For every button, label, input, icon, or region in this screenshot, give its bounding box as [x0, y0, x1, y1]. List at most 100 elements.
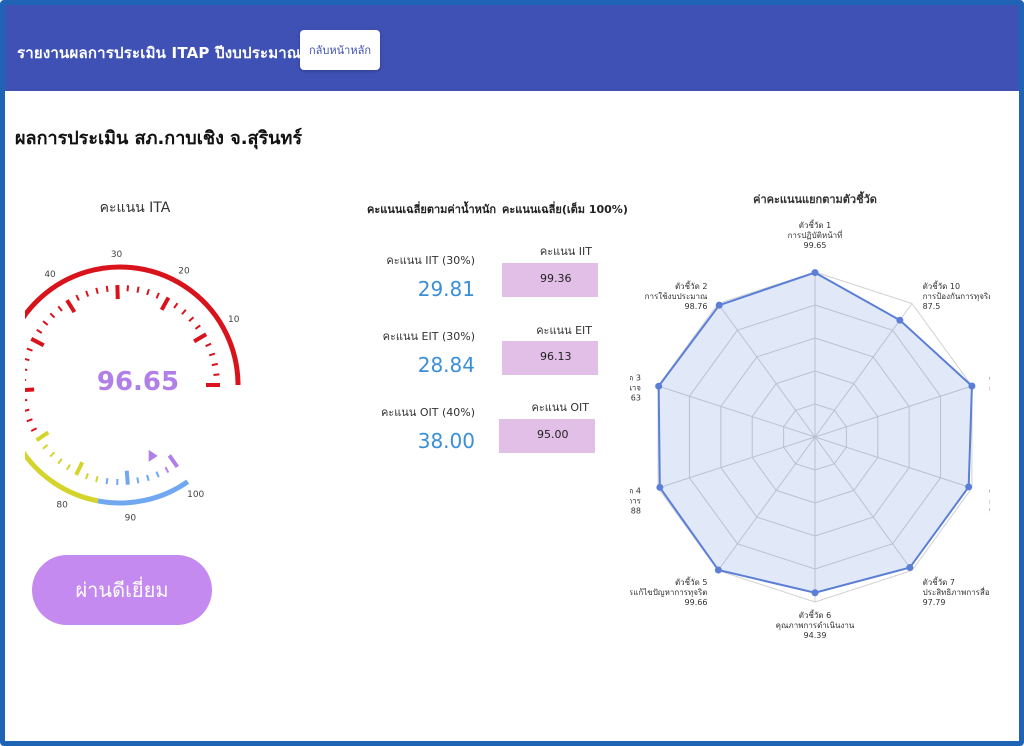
radar-title: ค่าคะแนนแยกตามตัวชี้วัด: [753, 193, 877, 206]
gauge-tick: [155, 471, 160, 478]
radar-axis-label: ตัวชี้วัด 4การใช้ทรัพย์สินของราชการ98.88: [630, 485, 642, 516]
radar-axis-label: ตัวชี้วัด 9การเปิดเผยข้อมูล100: [989, 371, 990, 402]
score-label-eit: คะแนน EIT: [536, 324, 592, 337]
gauge-tick: [146, 474, 150, 482]
radar-chart: ตัวชี้วัด 1 การปฏิบัติหน้าที่ 99.65 ตัวชี้ว…: [630, 219, 990, 640]
gauge-tick-label: 80: [56, 501, 68, 511]
gauge-tick: [49, 451, 56, 458]
gauge-tick: [57, 305, 63, 312]
score-box-iit: 99.36: [502, 263, 598, 297]
gauge-tick: [65, 299, 77, 314]
gauge-tick: [21, 368, 28, 371]
gauge-tick-label: 10: [228, 315, 240, 325]
radar-axis-label: ตัวชี้วัด 10 การป้องกันการทุจริต 87.5: [923, 280, 990, 311]
gauge-tick: [42, 444, 49, 450]
gauge-tick: [193, 332, 208, 344]
gauge-tick: [95, 476, 99, 483]
radar-point: [896, 316, 904, 324]
gauge-tick: [42, 320, 49, 326]
radar-spoke: [814, 385, 973, 438]
radar-spoke: [657, 436, 816, 489]
radar-spoke: [814, 436, 973, 489]
radar-axis-label: ตัวชี้วัด 5การแก้ไขปัญหาการทุจริต99.66: [630, 576, 707, 607]
gauge-tick-label: 40: [44, 270, 56, 280]
radar-spoke: [814, 303, 913, 438]
gauge-tick: [213, 373, 220, 377]
radar-point: [656, 483, 664, 491]
score-label-iit: คะแนน IIT: [539, 245, 592, 258]
gauge-tick: [23, 408, 30, 413]
radar-point: [811, 589, 819, 597]
radar-point: [968, 382, 976, 390]
gauge-tick: [26, 347, 33, 352]
gauge-tick: [21, 398, 28, 402]
radar-point: [714, 566, 722, 574]
result-badge[interactable]: ผ่านดีเยี่ยม: [32, 555, 212, 625]
gauge-tick: [26, 418, 33, 423]
gauge-tick: [105, 478, 109, 485]
weighted-heading: คะแนนเฉลี่ยตามค่าน้ำหนัก: [367, 203, 497, 216]
gauge-tick: [66, 464, 71, 471]
radar-spoke: [814, 436, 913, 571]
weighted-value-iit: 29.81: [417, 277, 475, 301]
scores-heading: คะแนนเฉลี่ย(เต็ม 100%): [502, 203, 628, 216]
gauge-tick: [188, 316, 195, 322]
radar-axis-label: ตัวชี้วัด 8การปรับปรุงระบบการทำงาน97.92: [989, 485, 990, 516]
gauge-arc-yellow: [19, 448, 99, 504]
gauge-tick: [155, 292, 160, 299]
weighted-label-oit: คะแนน OIT (40%): [380, 406, 475, 419]
gauge-tick-label: 30: [111, 250, 123, 260]
gauge-pointer: [148, 449, 158, 462]
radar-spoke: [717, 436, 816, 571]
gauge-tick-label: 90: [125, 514, 137, 524]
radar-axis-label: ตัวชี้วัด 1 การปฏิบัติหน้าที่ 99.65: [788, 219, 843, 250]
gauge-tick: [20, 387, 35, 393]
gauge-tick: [36, 328, 43, 334]
gauge-title: คะแนน ITA: [99, 200, 171, 216]
gauge-tick: [85, 290, 90, 297]
gauge-tick: [136, 477, 140, 484]
gauge-tick: [194, 324, 201, 330]
radar-point: [715, 301, 723, 309]
gauge-tick: [208, 352, 216, 357]
score-box-eit: 96.13: [502, 341, 598, 375]
gauge-svg: 0102030405060708090100: [5, 250, 255, 524]
gauge-tick: [49, 312, 56, 319]
gauge-tick: [136, 286, 140, 293]
report-title: รายงานผลการประเมิน ITAP ปีงบประมาณ พ.ศ.2…: [17, 44, 381, 62]
gauge-tick-label: 100: [187, 490, 204, 500]
page-title: ผลการประเมิน สภ.กาบเชิง จ.สุรินทร์: [15, 128, 303, 149]
score-label-oit: คะแนน OIT: [531, 401, 589, 414]
weighted-value-eit: 28.84: [417, 353, 475, 377]
gauge-tick: [159, 296, 171, 311]
gauge-tick-label: 20: [178, 267, 190, 277]
radar-spoke: [657, 385, 816, 438]
radar-axis-label: ตัวชี้วัด 3การใช้อำนาจ99.63: [630, 371, 641, 402]
gauge-tick: [35, 430, 50, 442]
gauge-tick: [85, 473, 89, 480]
gauge-tick: [57, 458, 63, 465]
radar-point: [906, 564, 914, 572]
home-button[interactable]: กลับหน้าหลัก: [300, 30, 380, 70]
gauge-tick: [164, 466, 170, 474]
gauge-tick: [30, 337, 45, 348]
weighted-label-eit: คะแนน EIT (30%): [382, 330, 475, 343]
gauge-tick: [181, 309, 187, 315]
gauge-value: 96.65: [96, 367, 180, 397]
radar-point: [811, 269, 819, 277]
gauge-tick: [173, 302, 179, 309]
gauge-tick: [75, 294, 80, 301]
gauge-tick: [105, 285, 109, 292]
gauge-arc-blue: [97, 479, 190, 506]
radar-axis-label: ตัวชี้วัด 6 คุณภาพการดำเนินงาน 94.39: [776, 609, 855, 640]
weighted-label-iit: คะแนน IIT (30%): [386, 254, 475, 267]
ita-gauge: 0102030405060708090100 96.65: [5, 225, 255, 555]
gauge-tick: [23, 357, 30, 362]
gauge-tick: [146, 288, 150, 296]
radar-point: [965, 483, 973, 491]
gauge-tick: [211, 362, 218, 367]
gauge-tick: [124, 470, 130, 485]
radar-point: [655, 382, 663, 390]
